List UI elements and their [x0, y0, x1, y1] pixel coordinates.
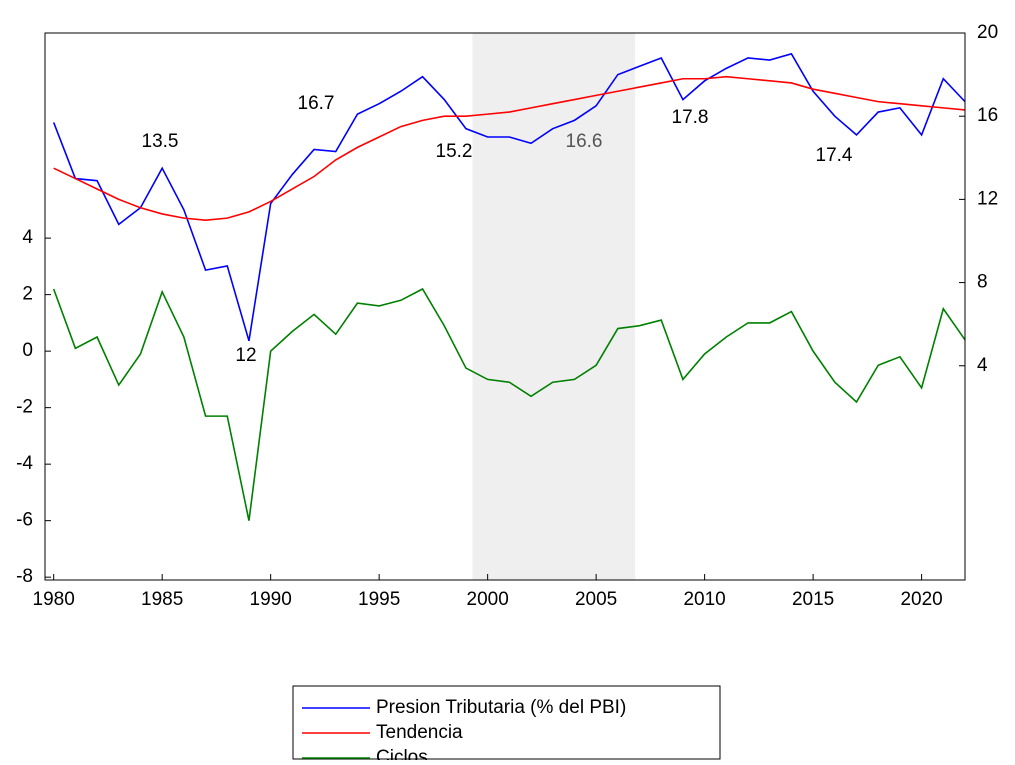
x-tick-label: 2005: [575, 589, 617, 610]
y-tick-label: 0: [22, 340, 33, 361]
y-tick-label: 2: [22, 284, 33, 305]
series-line: [52, 287, 966, 521]
y-tick-label: -4: [16, 453, 33, 474]
y2-tick-label: 20: [977, 22, 998, 43]
annotation: 17.8: [672, 107, 709, 128]
annotation: 13.5: [142, 131, 179, 152]
legend-box: [292, 685, 721, 760]
x-tick-label: 2015: [792, 589, 834, 610]
y-tick-label: -8: [16, 566, 33, 587]
annotation: 16.7: [298, 93, 335, 114]
shade-layer: [472, 33, 636, 580]
series-line: [52, 52, 966, 342]
y2-tick-label: 16: [977, 105, 998, 126]
legend-label: Presion Tributaria (% del PBI): [376, 697, 626, 718]
x-tick-label: 2020: [900, 589, 942, 610]
y-tick-label: 4: [22, 227, 33, 248]
x-tick-label: 1985: [141, 589, 183, 610]
y2-tick-label: 8: [977, 272, 988, 293]
line-layer: [52, 52, 966, 521]
plot-frame: [44, 32, 966, 581]
legend-label: Ciclos: [376, 747, 428, 760]
y2-tick-label: 12: [977, 188, 998, 209]
annotation: 17.4: [816, 145, 853, 166]
x-tick-label: 2000: [467, 589, 509, 610]
annotation: 12: [235, 345, 256, 366]
y-tick-label: -6: [16, 510, 33, 531]
x-tick-label: 1990: [250, 589, 292, 610]
x-tick-label: 1980: [33, 589, 75, 610]
series-line: [53, 75, 966, 221]
x-tick-label: 2010: [683, 589, 725, 610]
x-tick-label: 1995: [358, 589, 400, 610]
annotation: 16.6: [566, 131, 603, 152]
y-tick-label: -2: [16, 397, 33, 418]
annotation: 15.2: [436, 141, 473, 162]
shaded-region: [472, 33, 636, 580]
y2-tick-label: 4: [977, 355, 988, 376]
legend-label: Tendencia: [376, 722, 463, 743]
